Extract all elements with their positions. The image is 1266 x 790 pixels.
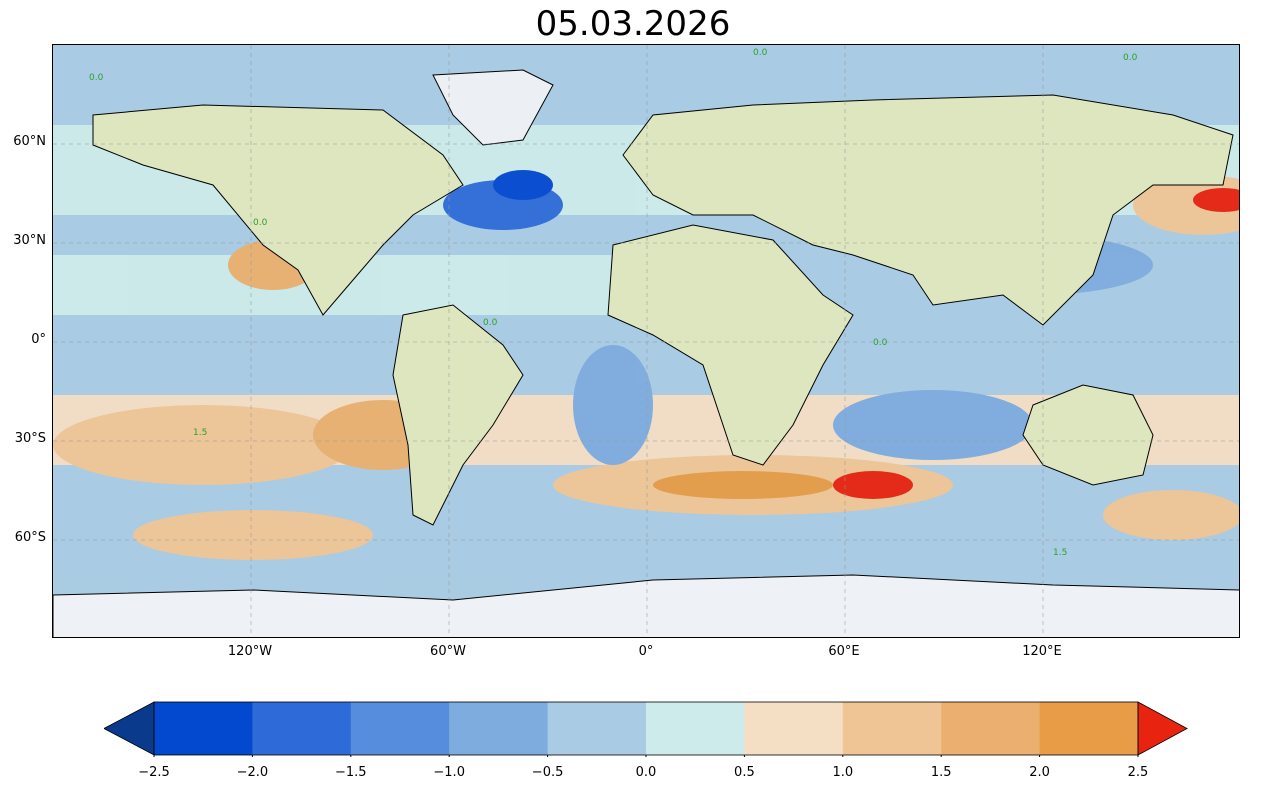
europe-asia bbox=[622, 94, 1234, 326]
colorbar-tick-label: 2.5 bbox=[1127, 765, 1149, 780]
colorbar-segments bbox=[154, 702, 1139, 755]
lon-tick-label: 120°W bbox=[227, 644, 273, 659]
colorbar-segment bbox=[154, 702, 253, 755]
north-america bbox=[92, 104, 464, 316]
antarctica bbox=[53, 574, 1239, 637]
lon-tick-label: 60°W bbox=[430, 644, 466, 659]
contour-labels: 0.0 0.0 0.0 0.0 1.5 1.5 0.0 0.0 bbox=[89, 48, 1138, 558]
colorbar-tick-label: −1.0 bbox=[433, 765, 465, 780]
greenland bbox=[432, 69, 554, 146]
lat-tick-label: 60°S bbox=[14, 530, 46, 545]
lon-tick-label: 120°E bbox=[1022, 644, 1062, 659]
colorbar-tick-label: 1.0 bbox=[832, 765, 854, 780]
map-svg: 0.0 0.0 0.0 0.0 1.5 1.5 0.0 0.0 bbox=[53, 45, 1239, 637]
colorbar-segment bbox=[1039, 702, 1139, 755]
colorbar-tick-label: −0.5 bbox=[531, 765, 564, 780]
contour-label: 0.0 bbox=[89, 73, 104, 83]
colorbar-segment bbox=[547, 702, 647, 755]
map-title: 05.03.2026 bbox=[535, 4, 731, 44]
australia bbox=[1022, 384, 1154, 486]
colorbar-tick-label: −2.0 bbox=[236, 765, 269, 780]
colorbar-tick-label: −2.5 bbox=[138, 765, 170, 780]
colorbar-segment bbox=[252, 702, 352, 755]
contour-label: 0.0 bbox=[483, 318, 498, 328]
land-masses bbox=[53, 69, 1239, 637]
contour-label: 0.0 bbox=[253, 218, 268, 228]
contour-label: 1.5 bbox=[1053, 548, 1067, 558]
colorbar-tick-label: 0.5 bbox=[734, 765, 755, 780]
colorbar bbox=[104, 701, 1188, 757]
colorbar-over-triangle bbox=[1137, 701, 1188, 756]
colorbar-tick-label: 0.0 bbox=[635, 765, 657, 780]
contour-label: 1.5 bbox=[193, 428, 207, 438]
lat-tick-label: 30°S bbox=[14, 431, 46, 446]
colorbar-segment bbox=[842, 702, 942, 755]
lat-tick-label: 60°N bbox=[13, 134, 46, 149]
lon-tick-label: 0° bbox=[638, 644, 654, 659]
lat-tick-label: 30°N bbox=[13, 233, 46, 248]
africa bbox=[607, 224, 854, 466]
map-panel[interactable]: 0.0 0.0 0.0 0.0 1.5 1.5 0.0 0.0 bbox=[52, 44, 1240, 638]
colorbar-tick-marks bbox=[153, 755, 1139, 757]
lon-tick-label: 60°E bbox=[828, 644, 860, 659]
colorbar-segment bbox=[350, 702, 450, 755]
colorbar-segment bbox=[449, 702, 549, 755]
colorbar-segment bbox=[941, 702, 1041, 755]
colorbar-tick-label: 1.5 bbox=[930, 765, 952, 780]
colorbar-tick-label: −1.5 bbox=[335, 765, 367, 780]
colorbar-segment bbox=[744, 702, 844, 755]
lat-tick-label: 0° bbox=[31, 332, 46, 347]
contour-label: 0.0 bbox=[1123, 53, 1138, 63]
gridlines bbox=[53, 45, 1239, 637]
contour-label: 0.0 bbox=[873, 338, 888, 348]
colorbar-tick-label: 2.0 bbox=[1029, 765, 1050, 780]
south-america bbox=[392, 304, 524, 526]
contour-label: 0.0 bbox=[753, 48, 768, 58]
colorbar-segment bbox=[646, 702, 745, 755]
colorbar-under-triangle bbox=[104, 701, 155, 756]
